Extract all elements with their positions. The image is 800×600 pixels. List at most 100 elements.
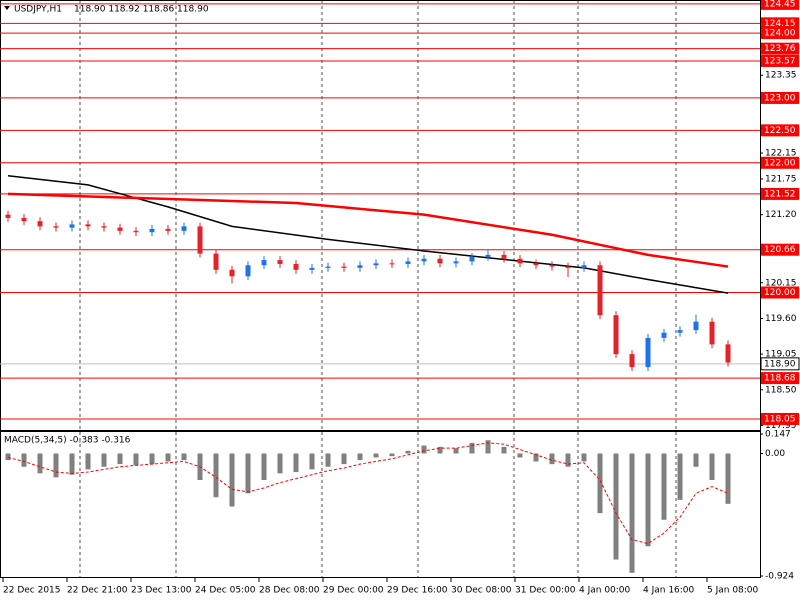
macd-bar — [581, 453, 587, 462]
macd-bar — [549, 453, 555, 465]
candle-body — [645, 337, 651, 368]
x-tick-label: 30 Dec 08:00 — [451, 586, 512, 596]
macd-bar — [213, 453, 219, 498]
level-label: 123.00 — [764, 93, 796, 103]
level-label: 124.45 — [764, 0, 796, 9]
level-label-box — [761, 91, 799, 104]
level-label-box — [761, 243, 799, 256]
candle-body — [165, 228, 171, 231]
candle-body — [37, 221, 43, 227]
candle-body — [517, 258, 523, 264]
candle-body — [261, 260, 267, 266]
macd-bar — [533, 453, 539, 462]
candle-body — [629, 354, 635, 368]
x-tick-label: 29 Dec 00:00 — [323, 586, 384, 596]
y-tick-label: 119.05 — [765, 350, 797, 360]
macd-bar — [469, 442, 475, 454]
candle-body — [453, 261, 459, 264]
x-tick-label: 31 Dec 00:00 — [515, 586, 576, 596]
x-tick-label: 23 Dec 13:00 — [131, 586, 192, 596]
y-tick-label: 120.15 — [765, 278, 797, 288]
x-tick-label: 22 Dec 21:00 — [67, 586, 128, 596]
macd-bar — [485, 440, 491, 454]
y-tick-label: 123.35 — [765, 71, 797, 81]
level-label-box — [761, 42, 799, 55]
level-label: 122.00 — [764, 158, 796, 168]
x-tick-label: 4 Jan 00:00 — [579, 586, 631, 596]
macd-bar — [517, 453, 523, 458]
macd-bar — [437, 446, 443, 454]
macd-bar — [501, 446, 507, 454]
macd-bar — [53, 453, 59, 478]
moving-average — [7, 175, 729, 294]
candle-body — [325, 266, 331, 268]
macd-signal — [7, 442, 729, 545]
candle-body — [725, 344, 731, 363]
candle-body — [437, 258, 443, 264]
macd-bar — [21, 453, 27, 467]
y-tick-label: 118.50 — [765, 385, 797, 395]
x-tick-label: 24 Dec 05:00 — [195, 586, 256, 596]
macd-bar — [373, 453, 379, 458]
level-label: 120.66 — [764, 245, 796, 255]
candle-body — [469, 256, 475, 262]
y-tick-label: 0.147 — [765, 430, 791, 440]
candle-body — [293, 263, 299, 270]
candle-body — [277, 260, 283, 264]
candle-body — [405, 261, 411, 264]
candle-body — [21, 217, 27, 222]
macd-bar — [693, 453, 699, 467]
macd-bar — [661, 453, 667, 520]
x-tick-label: 29 Dec 16:00 — [387, 586, 448, 596]
candle-body — [661, 332, 667, 338]
macd-bar — [85, 453, 91, 470]
macd-bar — [613, 453, 619, 560]
candle-body — [309, 267, 315, 270]
level-label-box — [761, 156, 799, 169]
y-tick-label: 119.60 — [765, 314, 797, 324]
level-label: 123.57 — [764, 56, 796, 66]
candle-body — [389, 263, 395, 265]
y-tick-label: -0.924 — [765, 572, 794, 582]
x-tick-label: 5 Jan 08:00 — [707, 586, 759, 596]
current-price-label: 118.90 — [764, 359, 796, 369]
macd-bar — [725, 453, 731, 504]
y-tick-label: 0.00 — [765, 449, 785, 459]
macd-bar — [357, 453, 363, 461]
macd-bar — [325, 453, 331, 467]
candle-body — [245, 265, 251, 277]
macd-bar — [149, 453, 155, 465]
level-label-box — [761, 286, 799, 299]
macd-bar — [117, 453, 123, 465]
y-tick-label: 117.95 — [765, 421, 797, 431]
candle-body — [597, 265, 603, 316]
macd-bar — [5, 453, 11, 461]
level-label: 124.15 — [764, 19, 796, 29]
x-tick-label: 4 Jan 16:00 — [643, 586, 695, 596]
macd-bar — [389, 453, 395, 457]
macd-bar — [341, 453, 347, 465]
candle-body — [133, 230, 139, 233]
candle-body — [677, 330, 683, 333]
level-label-box — [761, 54, 799, 67]
candle-body — [181, 226, 187, 231]
level-label-box — [761, 372, 799, 385]
candle-body — [117, 227, 123, 231]
vertical-grid — [79, 0, 677, 578]
level-label: 121.52 — [764, 189, 796, 199]
candle-body — [101, 226, 107, 228]
macd-bar — [565, 453, 571, 467]
level-label-box — [761, 124, 799, 137]
x-tick-label: 28 Dec 08:00 — [259, 586, 320, 596]
macd-bar — [405, 450, 411, 454]
moving-average — [7, 192, 729, 268]
level-label: 118.68 — [764, 374, 796, 384]
level-label: 118.05 — [764, 414, 796, 424]
menu-arrow — [4, 6, 10, 10]
level-label-box — [761, 27, 799, 40]
candle-body — [421, 258, 427, 262]
candle-body — [533, 263, 539, 266]
macd-bar — [293, 453, 299, 473]
